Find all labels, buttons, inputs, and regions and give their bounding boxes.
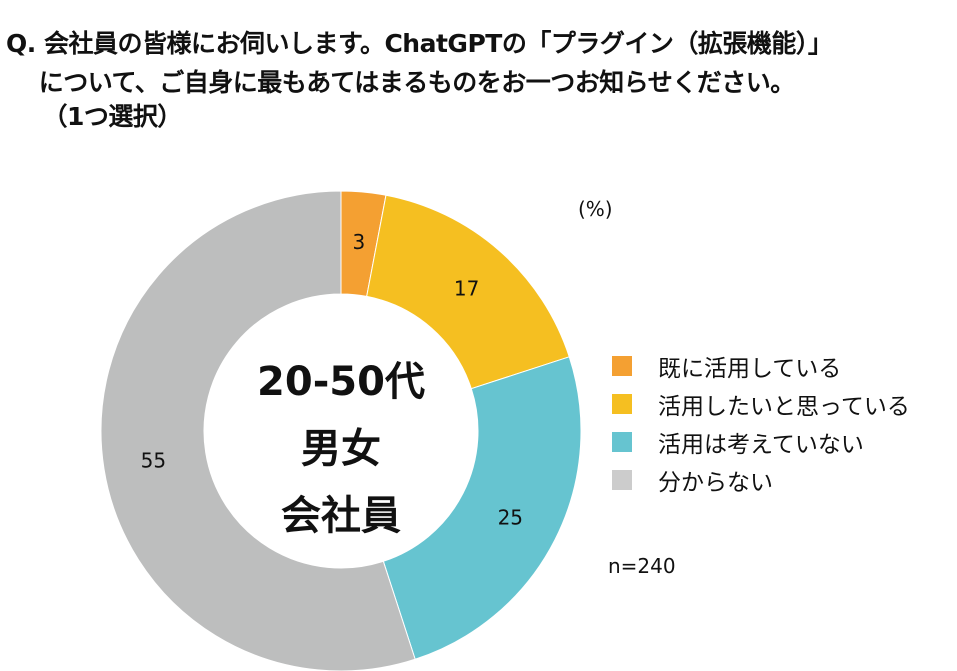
question-title-line-1: Q. 会社員の皆様にお伺いします。ChatGPTの「プラグイン（拡張機能）」 bbox=[6, 29, 833, 58]
legend-label: 分からない bbox=[658, 470, 773, 496]
data-label-0: 3 bbox=[353, 230, 366, 254]
legend-label: 既に活用している bbox=[658, 356, 842, 382]
legend-swatch bbox=[612, 356, 632, 376]
legend: 既に活用している活用したいと思っている 活用は考えていない 分からない bbox=[612, 347, 910, 499]
legend-item: 既に活用している bbox=[612, 347, 910, 385]
legend-item: 分からない bbox=[612, 461, 910, 499]
question-title-line-2: について、ご自身に最もあてはまるものをお一つお知らせください。 bbox=[6, 68, 796, 97]
data-label-3: 55 bbox=[141, 449, 166, 473]
sample-size: n=240 bbox=[608, 554, 676, 578]
legend-swatch bbox=[612, 470, 632, 490]
legend-item: 活用は考えていない bbox=[612, 423, 910, 461]
data-label-1: 17 bbox=[454, 276, 479, 300]
question-title-line-3: （1つ選択） bbox=[6, 102, 182, 131]
legend-label: 活用は考えていない bbox=[658, 432, 864, 458]
center-text-0: 20-50代 bbox=[257, 359, 425, 405]
center-text-1: 男女 bbox=[301, 426, 381, 472]
legend-swatch bbox=[612, 394, 632, 414]
unit-label: (%) bbox=[578, 197, 613, 221]
legend-item: 活用したいと思っている bbox=[612, 385, 910, 423]
legend-swatch bbox=[612, 432, 632, 452]
center-text-2: 会社員 bbox=[281, 493, 401, 539]
slice-3 bbox=[100, 190, 416, 671]
slice-2 bbox=[382, 356, 582, 660]
legend-label: 活用したいと思っている bbox=[658, 394, 910, 420]
data-label-2: 25 bbox=[498, 505, 523, 529]
